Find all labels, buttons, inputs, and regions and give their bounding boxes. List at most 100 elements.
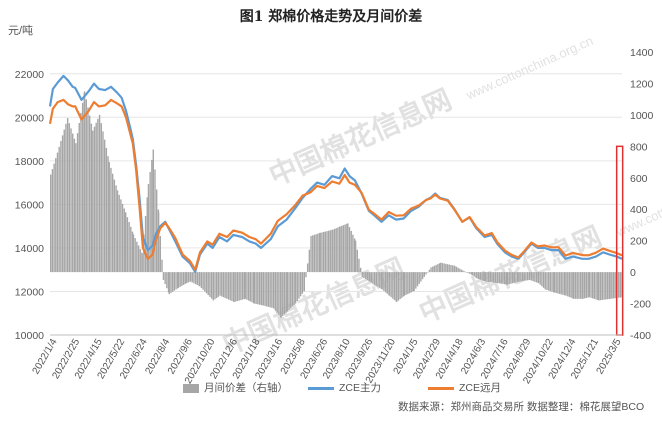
spread-bar (553, 272, 555, 293)
spread-bar (294, 272, 297, 304)
spread-bar (451, 265, 454, 273)
spread-bar (278, 272, 280, 315)
spread-bar (243, 272, 245, 300)
spread-bar (455, 266, 458, 273)
spread-bar (386, 272, 388, 294)
spread-bar (397, 272, 400, 301)
spread-bar (581, 272, 583, 299)
spread-bar (503, 272, 506, 285)
spread-bar (164, 272, 166, 285)
spread-bar (614, 272, 616, 299)
spread-bar (415, 272, 417, 289)
spread-bar (105, 147, 108, 273)
spread-bar (110, 167, 112, 273)
left-tick-label: 18000 (15, 156, 44, 168)
spread-bar (500, 272, 502, 284)
spread-bar (493, 272, 495, 283)
spread-bar (92, 130, 94, 273)
spread-bar (563, 272, 566, 296)
spread-bar (450, 264, 452, 273)
right-tick-label: -400 (630, 330, 651, 342)
spread-bar (312, 235, 314, 273)
spread-bar (280, 272, 282, 318)
spread-bar (229, 272, 231, 301)
spread-bar (88, 115, 91, 273)
spread-bar (506, 272, 509, 285)
spread-bar (271, 272, 273, 308)
spread-bar (437, 264, 439, 273)
spread-bar (513, 272, 516, 283)
left-tick-label: 20000 (15, 112, 44, 124)
spread-bar (212, 272, 214, 301)
spread-bar (384, 272, 387, 293)
spread-bar (462, 270, 464, 273)
spread-bar (175, 272, 177, 290)
spread-bar (361, 272, 364, 277)
spread-bar (619, 272, 621, 298)
spread-bar (585, 272, 588, 298)
spread-bar (120, 199, 122, 273)
spread-bar (523, 272, 525, 281)
spread-bar (542, 272, 545, 288)
spread-bar (108, 162, 110, 273)
spread-bar (549, 272, 552, 292)
spread-bar (544, 272, 546, 290)
spread-bar (405, 272, 407, 295)
spread-bar (532, 272, 534, 282)
spread-bar (60, 141, 62, 273)
spread-bar (282, 272, 284, 317)
spread-bar (396, 272, 398, 302)
spread-bar (328, 230, 330, 273)
spread-bar (475, 272, 477, 278)
spread-bar (587, 272, 589, 298)
spread-bar (274, 272, 277, 311)
spread-bar (68, 123, 71, 273)
spread-bar (70, 128, 72, 273)
legend-item-far: ZCE远月 (428, 380, 501, 395)
spread-bar (541, 272, 543, 287)
spread-bar (368, 272, 371, 282)
spread-bar (347, 223, 349, 273)
right-tick-label: 0 (630, 267, 636, 279)
spread-bar (408, 272, 411, 294)
spread-bar (348, 227, 351, 273)
spread-bar (521, 272, 524, 282)
spread-bar (489, 272, 492, 283)
spread-bar (491, 272, 493, 283)
spread-bar (590, 272, 592, 298)
spread-bar (413, 272, 415, 291)
spread-bar (486, 272, 488, 282)
spread-bar (226, 272, 228, 299)
spread-bar (90, 123, 93, 273)
spread-bar (339, 226, 341, 273)
spread-bar (121, 203, 124, 273)
left-tick-label: 14000 (15, 243, 44, 255)
spread-bar (319, 232, 321, 273)
grid-lines (50, 73, 622, 336)
spread-bar (217, 272, 220, 297)
spread-bar (435, 264, 437, 273)
spread-bar (432, 266, 434, 273)
spread-bar (123, 208, 125, 273)
spread-bar (173, 272, 176, 291)
right-tick-label: 600 (630, 173, 648, 185)
spread-bar (222, 272, 225, 298)
spread-bar (337, 227, 339, 273)
spread-bar (87, 107, 89, 273)
spread-bar (209, 272, 211, 297)
spread-bar (288, 272, 290, 310)
chart-title: 图1 郑棉价格走势及月间价差 (239, 9, 423, 25)
spread-bar (535, 272, 538, 283)
spread-bar (215, 272, 218, 299)
spread-bar (56, 152, 59, 273)
spread-bar (551, 272, 553, 292)
spread-bar (344, 224, 346, 273)
spread-bar (76, 133, 79, 273)
spread-bar (185, 272, 188, 284)
spread-bar (167, 272, 170, 293)
spread-bar (579, 272, 582, 299)
spread-bar (572, 272, 574, 299)
spread-bar (557, 272, 559, 294)
spread-bar (403, 272, 406, 296)
